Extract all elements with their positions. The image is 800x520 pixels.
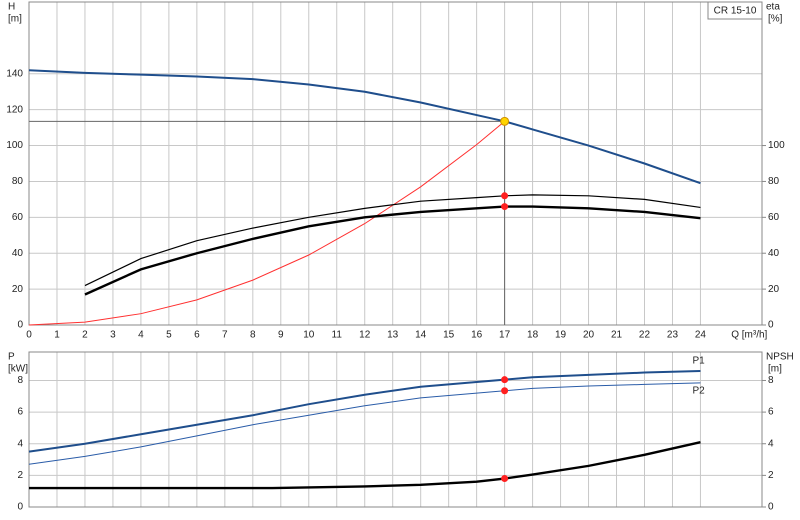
series-label: P1 — [692, 356, 705, 367]
y2-tick-label: 0 — [768, 320, 774, 331]
duty-point — [501, 203, 509, 211]
duty-point — [501, 192, 509, 200]
series-line — [28, 382, 701, 465]
y-axis-label: H — [8, 2, 15, 13]
y2-tick-label: 60 — [768, 212, 780, 223]
x-tick-label: 20 — [583, 330, 595, 341]
x-tick-label: 6 — [194, 330, 200, 341]
duty-point — [501, 387, 509, 395]
y-tick-label: 6 — [17, 407, 23, 418]
y-tick-label: 140 — [6, 68, 23, 79]
x-tick-label: 2 — [82, 330, 88, 341]
y-tick-label: 4 — [17, 438, 23, 449]
x-tick-label: 14 — [415, 330, 427, 341]
label-box — [707, 1, 763, 20]
y2-tick-label: 6 — [768, 407, 774, 418]
x-tick-label: 22 — [639, 330, 651, 341]
x-tick-label: 4 — [138, 330, 144, 341]
x-tick-label: 7 — [222, 330, 228, 341]
y-tick-label: 80 — [12, 176, 24, 187]
x-tick-label: 12 — [359, 330, 371, 341]
x-tick-label: 23 — [667, 330, 679, 341]
x-tick-label: 8 — [250, 330, 256, 341]
y-tick-label: 100 — [6, 140, 23, 151]
x-tick-label: 9 — [278, 330, 284, 341]
duty-point — [500, 116, 510, 126]
y-tick-label: 0 — [17, 320, 23, 331]
chart-label: CR 15-10 — [714, 6, 757, 17]
y2-tick-label: 0 — [768, 502, 774, 513]
series-line — [28, 120, 505, 326]
x-tick-label: 5 — [166, 330, 172, 341]
x-tick-label: 13 — [387, 330, 399, 341]
y2-tick-label: 8 — [768, 375, 774, 386]
y-axis-label: P — [8, 352, 15, 363]
series-label: P2 — [692, 385, 705, 396]
y-tick-label: 0 — [17, 502, 23, 513]
duty-point — [501, 475, 509, 483]
series-line — [29, 440, 701, 490]
x-tick-label: 21 — [611, 330, 623, 341]
duty-point — [501, 376, 509, 384]
x-tick-label: 1 — [54, 330, 60, 341]
y-axis-unit: [m] — [8, 14, 22, 25]
x-tick-label: 3 — [110, 330, 116, 341]
y-tick-label: 60 — [12, 212, 24, 223]
series-line — [28, 69, 701, 185]
y2-tick-label: 100 — [768, 140, 785, 151]
y2-tick-label: 2 — [768, 470, 774, 481]
series-line — [28, 369, 701, 453]
y-axis-unit: [kW] — [8, 364, 28, 375]
x-tick-label: 18 — [527, 330, 539, 341]
y2-axis-label: NPSH — [766, 352, 794, 363]
series-line — [84, 205, 701, 296]
x-tick-label: 17 — [499, 330, 511, 341]
y-tick-label: 2 — [17, 470, 23, 481]
x-tick-label: 16 — [471, 330, 483, 341]
y2-tick-label: 4 — [768, 438, 774, 449]
y-tick-label: 120 — [6, 104, 23, 115]
x-tick-label: 15 — [443, 330, 455, 341]
series-line — [84, 194, 701, 287]
y-tick-label: 20 — [12, 284, 24, 295]
x-tick-label: 10 — [303, 330, 315, 341]
y2-tick-label: 80 — [768, 176, 780, 187]
y2-tick-label: 20 — [768, 284, 780, 295]
y2-tick-label: 40 — [768, 248, 780, 259]
y2-axis-unit: [%] — [768, 14, 783, 25]
y-tick-label: 8 — [17, 375, 23, 386]
y2-axis-unit: [m] — [768, 364, 782, 375]
x-axis-label: Q [m³/h] — [731, 330, 767, 341]
x-tick-label: 24 — [695, 330, 707, 341]
y2-axis-label: eta — [766, 2, 780, 13]
x-tick-label: 11 — [332, 330, 343, 341]
plot-frame — [28, 1, 763, 326]
x-tick-label: 19 — [555, 330, 567, 341]
y-tick-label: 40 — [12, 248, 24, 259]
x-tick-label: 0 — [26, 330, 32, 341]
plot-frame — [28, 351, 763, 508]
